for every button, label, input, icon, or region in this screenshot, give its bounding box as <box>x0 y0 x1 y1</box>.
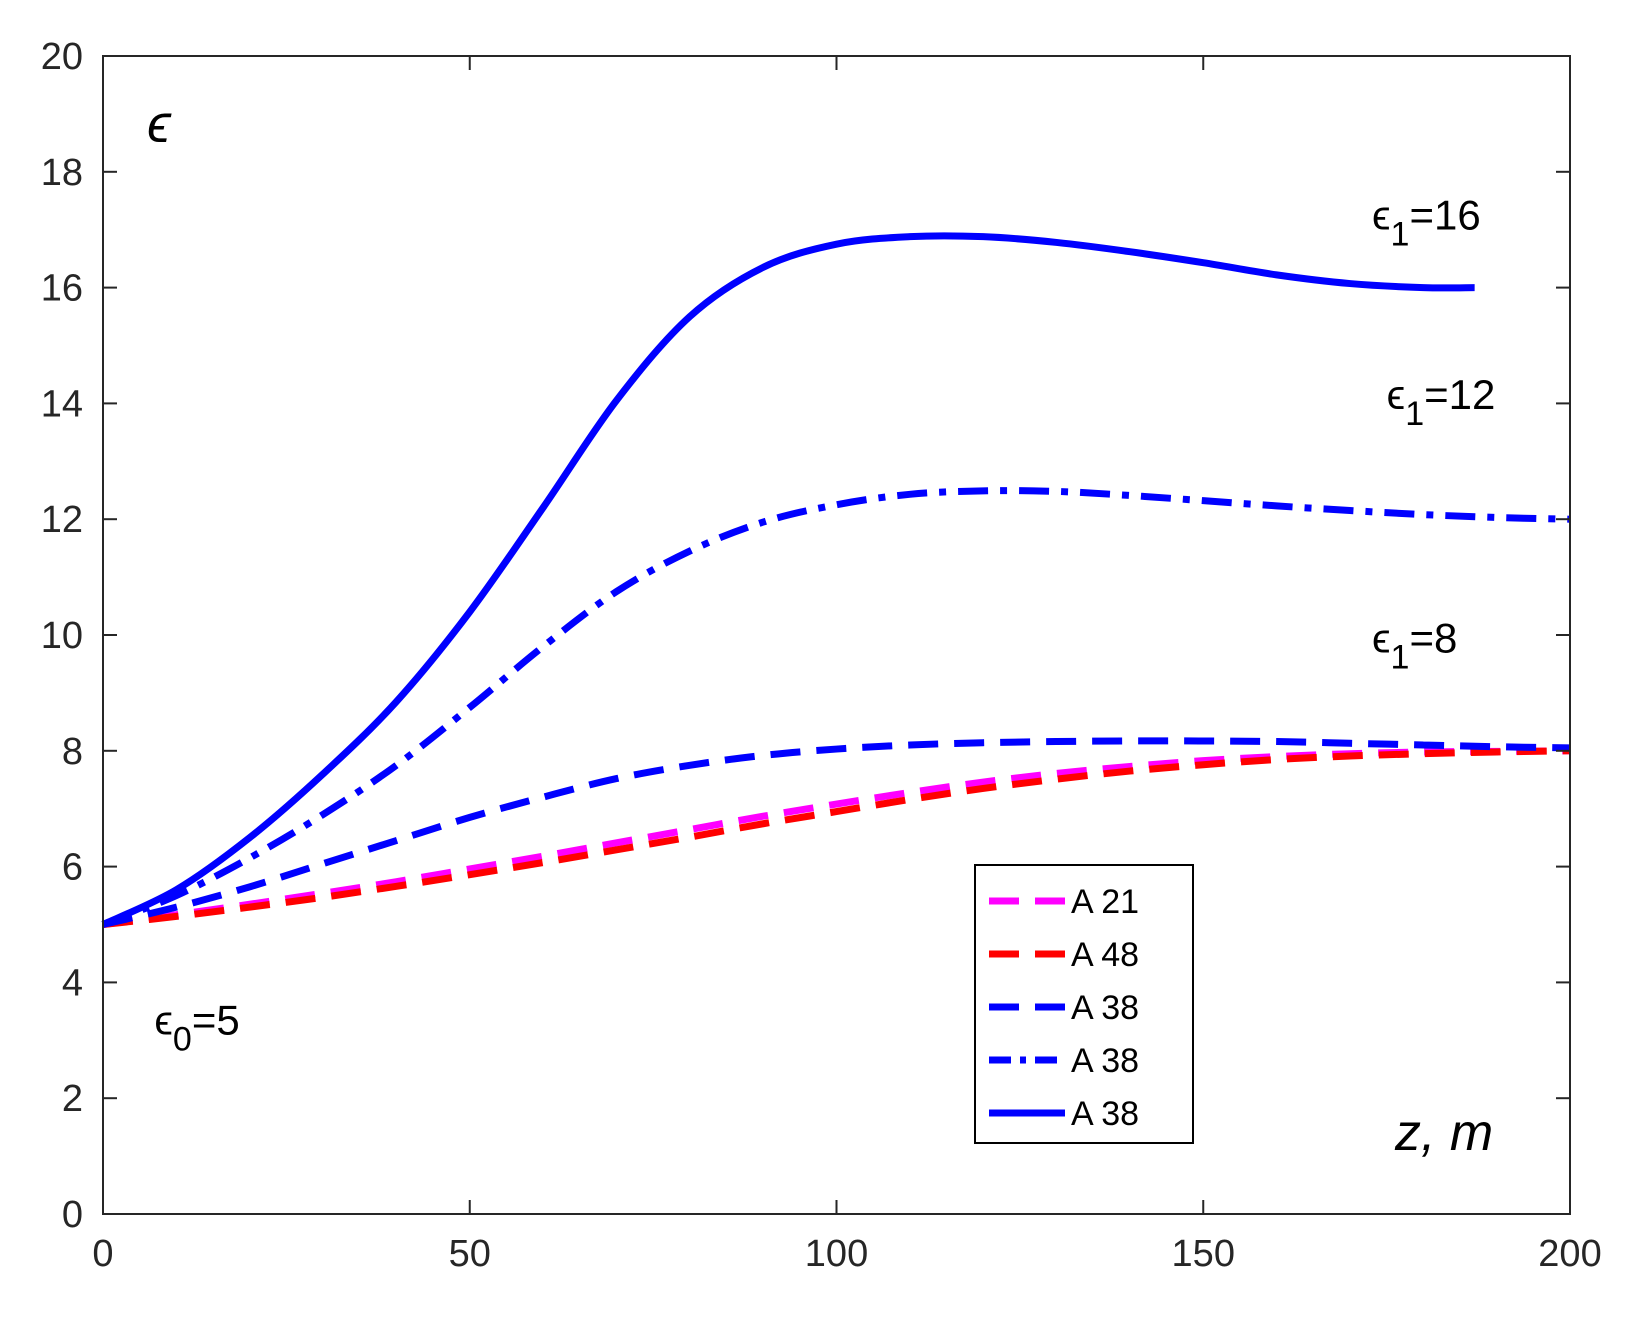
y-tick-label: 2 <box>62 1078 83 1120</box>
legend-label: A 38 <box>1071 1042 1139 1080</box>
y-tick-label: 4 <box>62 962 83 1004</box>
y-tick-label: 12 <box>41 499 83 541</box>
plot-area <box>103 56 1570 1214</box>
x-tick-label: 150 <box>1172 1233 1235 1275</box>
y-tick-label: 14 <box>41 383 83 425</box>
legend-label: A 38 <box>1071 1095 1139 1133</box>
ticks-layer: 0 50 100 150 200 0 2 4 6 8 10 12 14 16 18 20 <box>41 36 1602 1275</box>
legend-label: A 38 <box>1071 989 1139 1027</box>
legend: A 21 A 48 A 38 A 38 A 38 <box>974 864 1194 1144</box>
legend-label: A 48 <box>1071 936 1139 974</box>
series-line-5 <box>101 232 1475 928</box>
annotation-eps1_12: ϵ1=12 <box>1387 371 1496 433</box>
y-tick-label: 0 <box>62 1194 83 1236</box>
x-axis-label: z, m <box>1394 1104 1493 1162</box>
y-tick-label: 6 <box>62 847 83 889</box>
series-layer <box>101 232 1571 928</box>
legend-label: A 21 <box>1071 883 1139 921</box>
y-tick-label: 10 <box>41 615 83 657</box>
annotation-eps1_16: ϵ1=16 <box>1372 192 1481 254</box>
series-line-1 <box>102 747 1571 928</box>
y-tick-label: 16 <box>41 268 83 310</box>
annotation-eps1_8: ϵ1=8 <box>1372 614 1457 676</box>
annotations: ϵ z, m ϵ0=5 ϵ1=16 ϵ1=12 ϵ1=8 <box>147 94 1495 1162</box>
y-tick-label: 18 <box>41 152 83 194</box>
annotation-eps0: ϵ0=5 <box>154 997 239 1059</box>
series-line-2 <box>102 747 1571 928</box>
x-tick-label: 0 <box>92 1233 113 1275</box>
y-tick-label: 20 <box>41 36 83 78</box>
x-tick-label: 200 <box>1538 1233 1601 1275</box>
series-line-3 <box>102 737 1571 928</box>
series-line-4 <box>101 487 1571 928</box>
x-tick-label: 50 <box>449 1233 491 1275</box>
y-axis-label: ϵ <box>147 94 172 154</box>
y-tick-label: 8 <box>62 731 83 773</box>
x-tick-label: 100 <box>805 1233 868 1275</box>
